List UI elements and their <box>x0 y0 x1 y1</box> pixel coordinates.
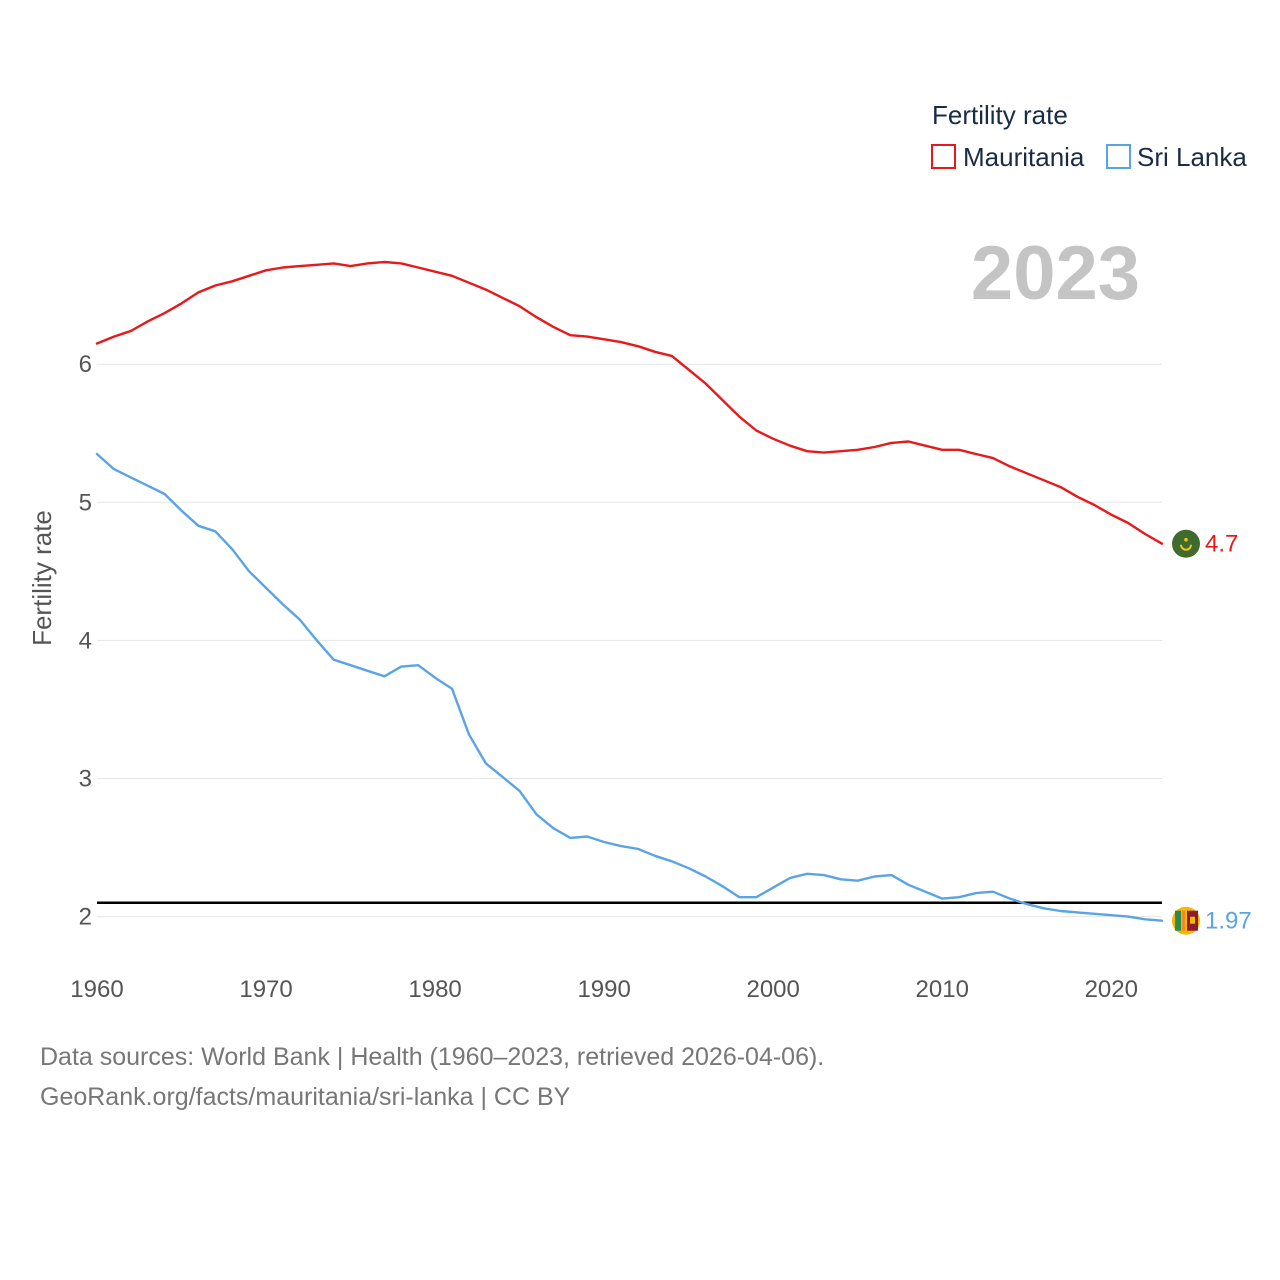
legend-swatch-sri-lanka <box>1107 145 1130 168</box>
flag-icon-mauritania <box>1172 530 1200 558</box>
fertility-line-chart: 2 3 4 5 6 1960 1970 1980 1990 2000 2010 2020 Ferti… <box>0 0 1280 1040</box>
x-tick-label-2000: 2000 <box>746 976 799 1003</box>
legend-item-mauritania[interactable]: Mauritania <box>932 142 1085 172</box>
series-line-sri-lanka <box>97 454 1162 921</box>
series-lines <box>97 262 1162 921</box>
legend-label-sri-lanka: Sri Lanka <box>1137 142 1247 172</box>
x-tick-label-1990: 1990 <box>577 976 630 1003</box>
end-marker-sri-lanka: 1.97 <box>1172 907 1252 935</box>
legend-title: Fertility rate <box>932 100 1068 130</box>
x-axis-ticks: 1960 1970 1980 1990 2000 2010 2020 <box>70 976 1138 1003</box>
x-tick-label-2010: 2010 <box>916 976 969 1003</box>
flag-orange-stripe <box>1182 911 1185 931</box>
current-year-label: 2023 <box>971 231 1140 316</box>
flag-green-stripe <box>1175 911 1181 931</box>
y-tick-label-5: 5 <box>79 489 92 516</box>
y-tick-label-6: 6 <box>79 351 92 378</box>
flag-lion-icon <box>1190 917 1195 924</box>
x-tick-label-1960: 1960 <box>70 976 123 1003</box>
flag-star-icon <box>1184 538 1188 542</box>
x-tick-label-1980: 1980 <box>408 976 461 1003</box>
y-axis-ticks: 2 3 4 5 6 <box>79 351 92 930</box>
x-tick-label-1970: 1970 <box>239 976 292 1003</box>
end-value-label-sri-lanka: 1.97 <box>1205 908 1252 935</box>
footer-attribution: GeoRank.org/facts/mauritania/sri-lanka |… <box>40 1083 570 1112</box>
grid-lines <box>97 364 1162 916</box>
legend-label-mauritania: Mauritania <box>963 142 1085 172</box>
end-markers: 4.7 1.97 <box>1172 530 1252 935</box>
legend-item-sri-lanka[interactable]: Sri Lanka <box>1107 142 1247 172</box>
y-tick-label-3: 3 <box>79 765 92 792</box>
y-tick-label-2: 2 <box>79 904 92 931</box>
legend-swatch-mauritania <box>932 145 955 168</box>
y-tick-label-4: 4 <box>79 627 92 654</box>
end-value-label-mauritania: 4.7 <box>1205 531 1238 558</box>
footer-sources: Data sources: World Bank | Health (1960–… <box>40 1043 824 1072</box>
x-tick-label-2020: 2020 <box>1085 976 1138 1003</box>
y-axis-title: Fertility rate <box>27 510 57 646</box>
end-marker-mauritania: 4.7 <box>1172 530 1238 558</box>
